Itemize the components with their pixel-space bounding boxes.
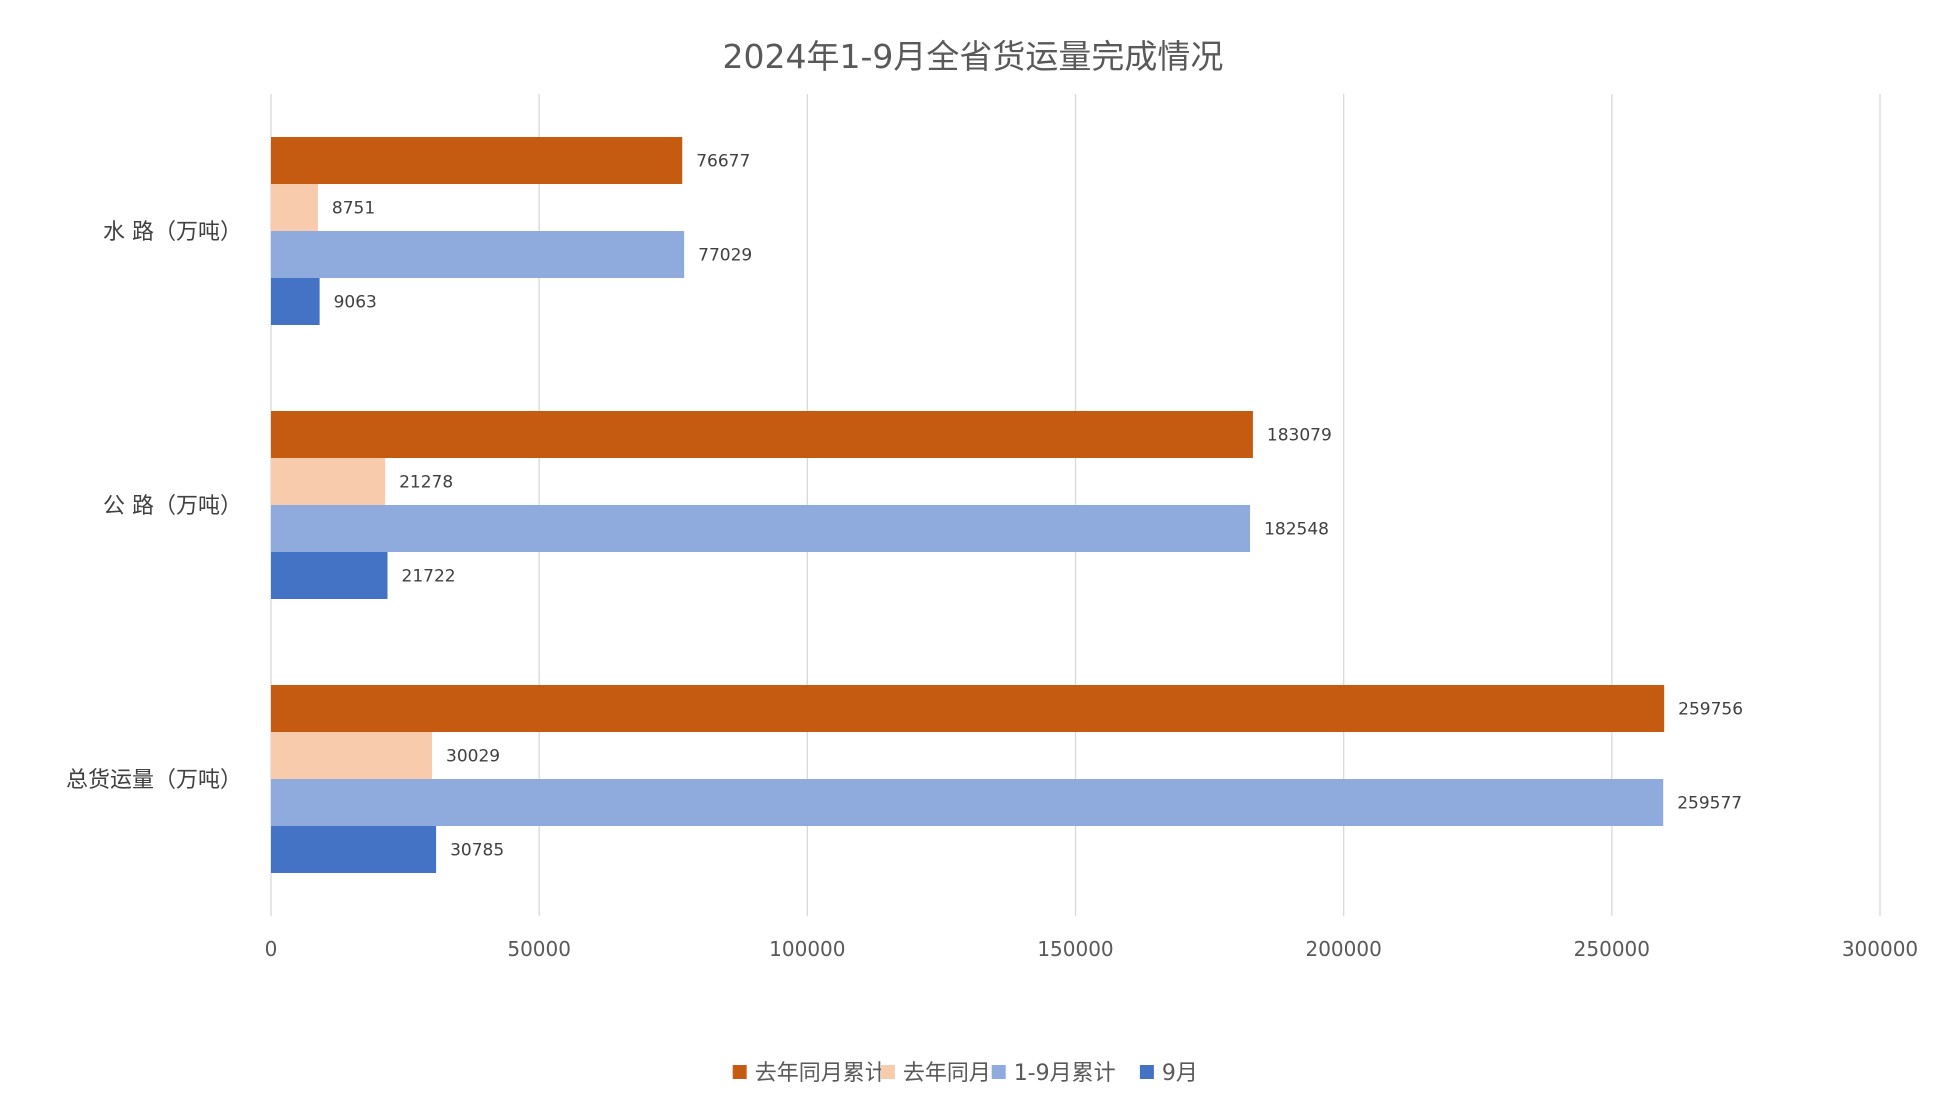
- legend-label: 9月: [1162, 1061, 1198, 1086]
- category-label: 水 路（万吨）: [103, 220, 242, 245]
- data-label: 21722: [402, 567, 456, 587]
- x-tick-label: 150000: [1037, 937, 1113, 961]
- bars: [271, 137, 1665, 873]
- x-tick-label: 100000: [769, 937, 845, 961]
- data-label: 30029: [446, 747, 500, 767]
- legend-swatch: [880, 1065, 895, 1079]
- x-tick-label: 0: [265, 937, 278, 961]
- legend-swatch: [732, 1065, 747, 1079]
- data-label: 77029: [698, 246, 752, 266]
- category-label: 总货运量（万吨）: [66, 768, 242, 793]
- data-label: 182548: [1264, 520, 1329, 540]
- legend-item: 9月: [1139, 1061, 1198, 1086]
- legend-item: 1-9月累计: [991, 1061, 1116, 1086]
- bar: [271, 552, 388, 599]
- chart-title: 2024年1-9月全省货运量完成情况: [723, 37, 1224, 76]
- bar: [271, 826, 437, 873]
- bar: [271, 732, 433, 779]
- bar: [271, 137, 683, 184]
- category-labels: 水 路（万吨） 公 路（万吨） 总货运量（万吨）: [66, 220, 242, 793]
- data-labels: 76677 8751 77029 9063 183079 21278 182548 21722…: [332, 152, 1743, 861]
- legend-label: 去年同月: [903, 1061, 991, 1086]
- category-label: 公 路（万吨）: [103, 494, 242, 519]
- legend-label: 1-9月累计: [1014, 1061, 1116, 1086]
- data-label: 30785: [450, 841, 504, 861]
- data-label: 21278: [399, 473, 453, 493]
- x-tick-label: 300000: [1842, 937, 1918, 961]
- legend-item: 去年同月: [880, 1061, 991, 1086]
- data-label: 9063: [334, 293, 377, 313]
- bar: [271, 278, 320, 325]
- x-tick-label: 200000: [1305, 937, 1381, 961]
- data-label: 183079: [1267, 426, 1332, 446]
- data-label: 76677: [696, 152, 750, 172]
- legend-swatch: [1139, 1065, 1154, 1079]
- x-tick-label: 50000: [507, 937, 571, 961]
- bar: [271, 779, 1664, 826]
- bar: [271, 685, 1665, 732]
- legend-swatch: [991, 1065, 1006, 1079]
- bar: [271, 231, 685, 278]
- x-axis-ticks: 0 50000 100000 150000 200000 250000 300000: [265, 937, 1919, 961]
- legend-label: 去年同月累计: [755, 1061, 887, 1086]
- bar: [271, 411, 1253, 458]
- x-tick-label: 250000: [1574, 937, 1650, 961]
- bar: [271, 458, 386, 505]
- bar: [271, 184, 318, 231]
- data-label: 8751: [332, 199, 375, 219]
- data-label: 259577: [1677, 794, 1742, 814]
- data-label: 259756: [1678, 700, 1743, 720]
- legend: 去年同月累计 去年同月 1-9月累计 9月: [732, 1061, 1198, 1086]
- legend-item: 去年同月累计: [732, 1061, 887, 1086]
- bar: [271, 505, 1251, 552]
